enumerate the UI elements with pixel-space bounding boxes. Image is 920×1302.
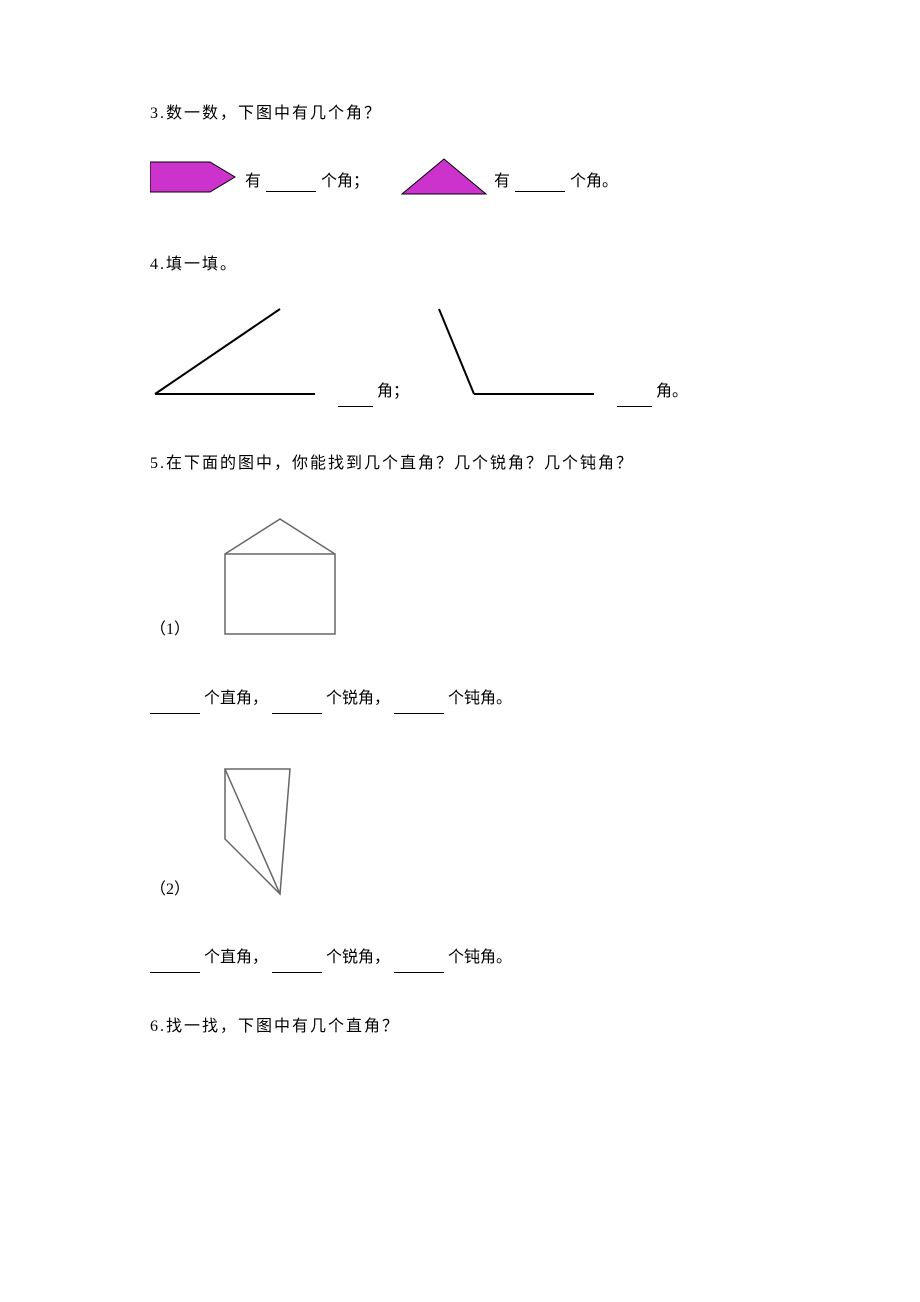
question-3-prompt: 3.数一数，下图中有几个角？ xyxy=(150,100,770,129)
question-4: 4.填一填。 角； 角。 xyxy=(150,251,770,411)
answer-line-2: 个直角， 个锐角， 个钝角。 xyxy=(150,944,770,973)
shape2-suffix: 个角。 xyxy=(570,168,618,197)
ans2-right: 个直角， xyxy=(204,949,268,966)
blank-q5-2-obtuse[interactable] xyxy=(394,954,444,973)
angle1-suffix: 角； xyxy=(377,383,409,400)
acute-angle-icon xyxy=(150,304,330,410)
ans1-right: 个直角， xyxy=(204,690,268,707)
pentagon-shape xyxy=(150,154,240,211)
question-3-shapes-row: 有 个角； 有 个角。 xyxy=(150,154,770,211)
ans1-obtuse: 个钝角。 xyxy=(448,690,512,707)
shape2-prefix: 有 xyxy=(494,168,510,197)
obtuse-angle-icon xyxy=(429,304,609,410)
blank-q5-1-obtuse[interactable] xyxy=(394,694,444,713)
ans2-obtuse: 个钝角。 xyxy=(448,949,512,966)
question-5-prompt: 5.在下面的图中，你能找到几个直角？几个锐角？几个钝角？ xyxy=(150,450,770,479)
blank-q5-2-acute[interactable] xyxy=(272,954,322,973)
blank-q5-1-acute[interactable] xyxy=(272,694,322,713)
question-6: 6.找一找，下图中有几个直角？ xyxy=(150,1013,770,1042)
house-shape-icon xyxy=(210,504,350,655)
acute-angle-item: 角； xyxy=(150,304,409,410)
triangle-shape xyxy=(399,156,489,209)
ans2-acute: 个锐角， xyxy=(326,949,390,966)
sub1-label: （1） xyxy=(150,616,190,655)
question-6-prompt: 6.找一找，下图中有几个直角？ xyxy=(150,1013,770,1042)
question-5: 5.在下面的图中，你能找到几个直角？几个锐角？几个钝角？ （1） 个直角， 个锐… xyxy=(150,450,770,973)
blank-q5-2-right[interactable] xyxy=(150,954,200,973)
shape1-suffix: 个角； xyxy=(321,168,369,197)
blank-q3-2[interactable] xyxy=(515,173,565,192)
answer-line-1: 个直角， 个锐角， 个钝角。 xyxy=(150,685,770,714)
quad-shape-icon xyxy=(210,754,340,915)
ans1-acute: 个锐角， xyxy=(326,690,390,707)
angle2-suffix: 角。 xyxy=(656,383,688,400)
sub2-label: （2） xyxy=(150,876,190,915)
angle1-label-wrap: 角； xyxy=(338,378,409,410)
question-4-prompt: 4.填一填。 xyxy=(150,251,770,280)
figure-group-1: （1） 个直角， 个锐角， 个钝角。 xyxy=(150,504,770,714)
shape1-prefix: 有 xyxy=(245,168,261,197)
blank-q3-1[interactable] xyxy=(266,173,316,192)
figure-group-2: （2） 个直角， 个锐角， 个钝角。 xyxy=(150,754,770,974)
angle2-label-wrap: 角。 xyxy=(617,378,688,410)
blank-q5-1-right[interactable] xyxy=(150,694,200,713)
blank-q4-2[interactable] xyxy=(617,388,652,407)
obtuse-angle-item: 角。 xyxy=(429,304,688,410)
question-3: 3.数一数，下图中有几个角？ 有 个角； 有 个角。 xyxy=(150,100,770,211)
figure-2-row: （2） xyxy=(150,754,770,915)
angle-row: 角； 角。 xyxy=(150,304,770,410)
figure-1-row: （1） xyxy=(150,504,770,655)
blank-q4-1[interactable] xyxy=(338,388,373,407)
